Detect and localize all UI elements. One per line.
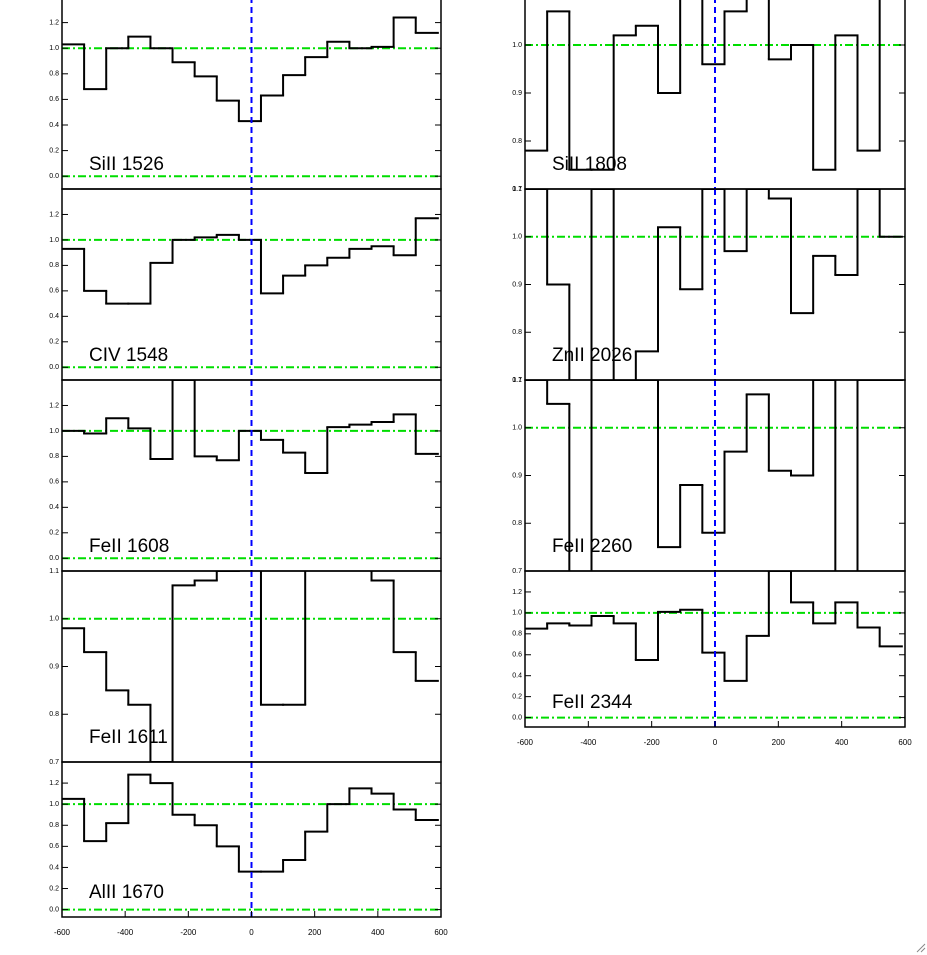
y-tick-label: 1.0 [512, 425, 522, 432]
y-tick-label: 0.4 [512, 673, 522, 680]
x-tick-label: 0 [249, 928, 254, 937]
line-label: AlII 1670 [89, 882, 164, 903]
line-label: ZnII 2026 [552, 345, 632, 366]
x-tick-label: 200 [308, 928, 322, 937]
y-tick-label: 0.8 [512, 329, 522, 336]
x-tick-label: 600 [434, 928, 448, 937]
y-tick-label: 0.6 [49, 96, 59, 103]
plot-area [525, 380, 905, 571]
y-tick-label: 1.1 [512, 186, 522, 193]
panel: 0.7 0.8 0.9 1.0 1.1 ZnII 2026 [512, 186, 906, 384]
y-tick-label: 0.2 [49, 530, 59, 537]
panel: 0.0 0.2 0.4 0.6 0.8 1.0 1.2 CIV 1548 [49, 188, 442, 381]
line-label: FeII 2260 [552, 536, 632, 557]
y-tick-label: 1.0 [49, 801, 59, 808]
y-tick-label: 0.8 [49, 711, 59, 718]
y-tick-label: 0.4 [49, 122, 59, 129]
x-tick-label: 400 [835, 738, 849, 747]
y-tick-label: 0.0 [49, 364, 59, 371]
line-label: FeII 1611 [89, 727, 168, 748]
y-tick-label: 0.8 [512, 631, 522, 638]
x-tick-label: -200 [644, 738, 661, 747]
y-tick-label: 0.8 [512, 138, 522, 145]
y-tick-label: 1.0 [49, 616, 59, 623]
y-tick-label: 0.0 [512, 714, 522, 721]
x-tick-label: -400 [117, 928, 134, 937]
y-tick-label: 0.8 [49, 71, 59, 78]
y-tick-label: 0.6 [49, 479, 59, 486]
x-tick-label: 200 [772, 738, 786, 747]
panel: 0.0 0.2 0.4 0.6 0.8 1.0 1.2 SiII 1526 [49, 0, 442, 190]
y-tick-label: 0.8 [512, 520, 522, 527]
plot-area [62, 762, 441, 917]
y-tick-label: 0.7 [512, 186, 522, 193]
y-tick-label: 0.2 [49, 147, 59, 154]
y-tick-label: 0.7 [512, 377, 522, 384]
y-tick-label: 1.2 [49, 780, 59, 787]
y-tick-label: 1.0 [49, 237, 59, 244]
plot-area [62, 571, 441, 762]
y-tick-label: 0.8 [49, 453, 59, 460]
x-tick-label: -600 [54, 928, 71, 937]
y-tick-label: 0.7 [512, 568, 522, 575]
plot-area [525, 0, 905, 189]
panel: 0.0 0.2 0.4 0.6 0.8 1.0 1.2 FeII 1608 [49, 379, 442, 572]
y-tick-label: 0.9 [512, 472, 522, 479]
line-label: FeII 1608 [89, 536, 169, 557]
y-tick-label: 0.6 [512, 652, 522, 659]
line-label: FeII 2344 [552, 692, 633, 713]
panel: 0.7 0.8 0.9 1.0 1.1 FeII 2260 [512, 377, 906, 575]
resize-grip [916, 943, 926, 953]
y-tick-label: 0.2 [49, 339, 59, 346]
panel: 0.7 0.8 0.9 1.0 1.1 FeII 1611 [49, 568, 442, 766]
y-tick-label: 0.0 [49, 906, 59, 913]
y-tick-label: 0.6 [49, 288, 59, 295]
plot-area [62, 380, 441, 571]
y-tick-label: 1.2 [49, 19, 59, 26]
y-tick-label: 0.9 [512, 90, 522, 97]
line-label: SiII 1808 [552, 154, 627, 175]
y-tick-label: 1.2 [49, 402, 59, 409]
y-tick-label: 0.9 [512, 281, 522, 288]
y-tick-label: 1.0 [512, 42, 522, 49]
y-tick-label: 1.0 [512, 610, 522, 617]
y-tick-label: 0.9 [49, 663, 59, 670]
y-tick-label: 0.7 [49, 759, 59, 766]
y-tick-label: 0.6 [49, 843, 59, 850]
y-tick-label: 0.0 [49, 173, 59, 180]
panel: 0.7 0.8 0.9 1.0 1.1 SiII 1808 [512, 0, 906, 193]
x-tick-label: 400 [371, 928, 385, 937]
y-tick-label: 1.0 [49, 428, 59, 435]
y-tick-label: 0.8 [49, 822, 59, 829]
y-tick-label: 1.1 [512, 377, 522, 384]
y-tick-label: 1.1 [512, 0, 522, 1]
y-tick-label: 0.2 [512, 693, 522, 700]
x-tick-label: 600 [898, 738, 912, 747]
y-tick-label: 1.0 [512, 234, 522, 241]
x-tick-label: -200 [180, 928, 197, 937]
panel: 0.0 0.2 0.4 0.6 0.8 1.0 1.2 -600 -400 -200 0 200 400… [49, 761, 448, 937]
x-tick-label: 0 [713, 738, 718, 747]
y-tick-label: 0.2 [49, 885, 59, 892]
plot-area [525, 189, 905, 380]
y-tick-label: 0.0 [49, 555, 59, 562]
x-tick-label: -600 [517, 738, 534, 747]
y-tick-label: 1.2 [49, 211, 59, 218]
panel: 0.0 0.2 0.4 0.6 0.8 1.0 1.2 -600 -400 -200 0 200 400… [512, 570, 912, 747]
y-tick-label: 0.4 [49, 313, 59, 320]
plot-area [62, 0, 441, 189]
y-tick-label: 1.0 [49, 45, 59, 52]
plot-area [62, 189, 441, 380]
line-label: CIV 1548 [89, 345, 168, 366]
y-tick-label: 1.1 [49, 568, 59, 575]
x-tick-label: -400 [580, 738, 597, 747]
plot-area [525, 571, 905, 727]
line-label: SiII 1526 [89, 154, 164, 175]
y-tick-label: 0.4 [49, 504, 59, 511]
y-tick-label: 0.4 [49, 864, 59, 871]
y-tick-label: 1.2 [512, 589, 522, 596]
y-tick-label: 0.8 [49, 262, 59, 269]
